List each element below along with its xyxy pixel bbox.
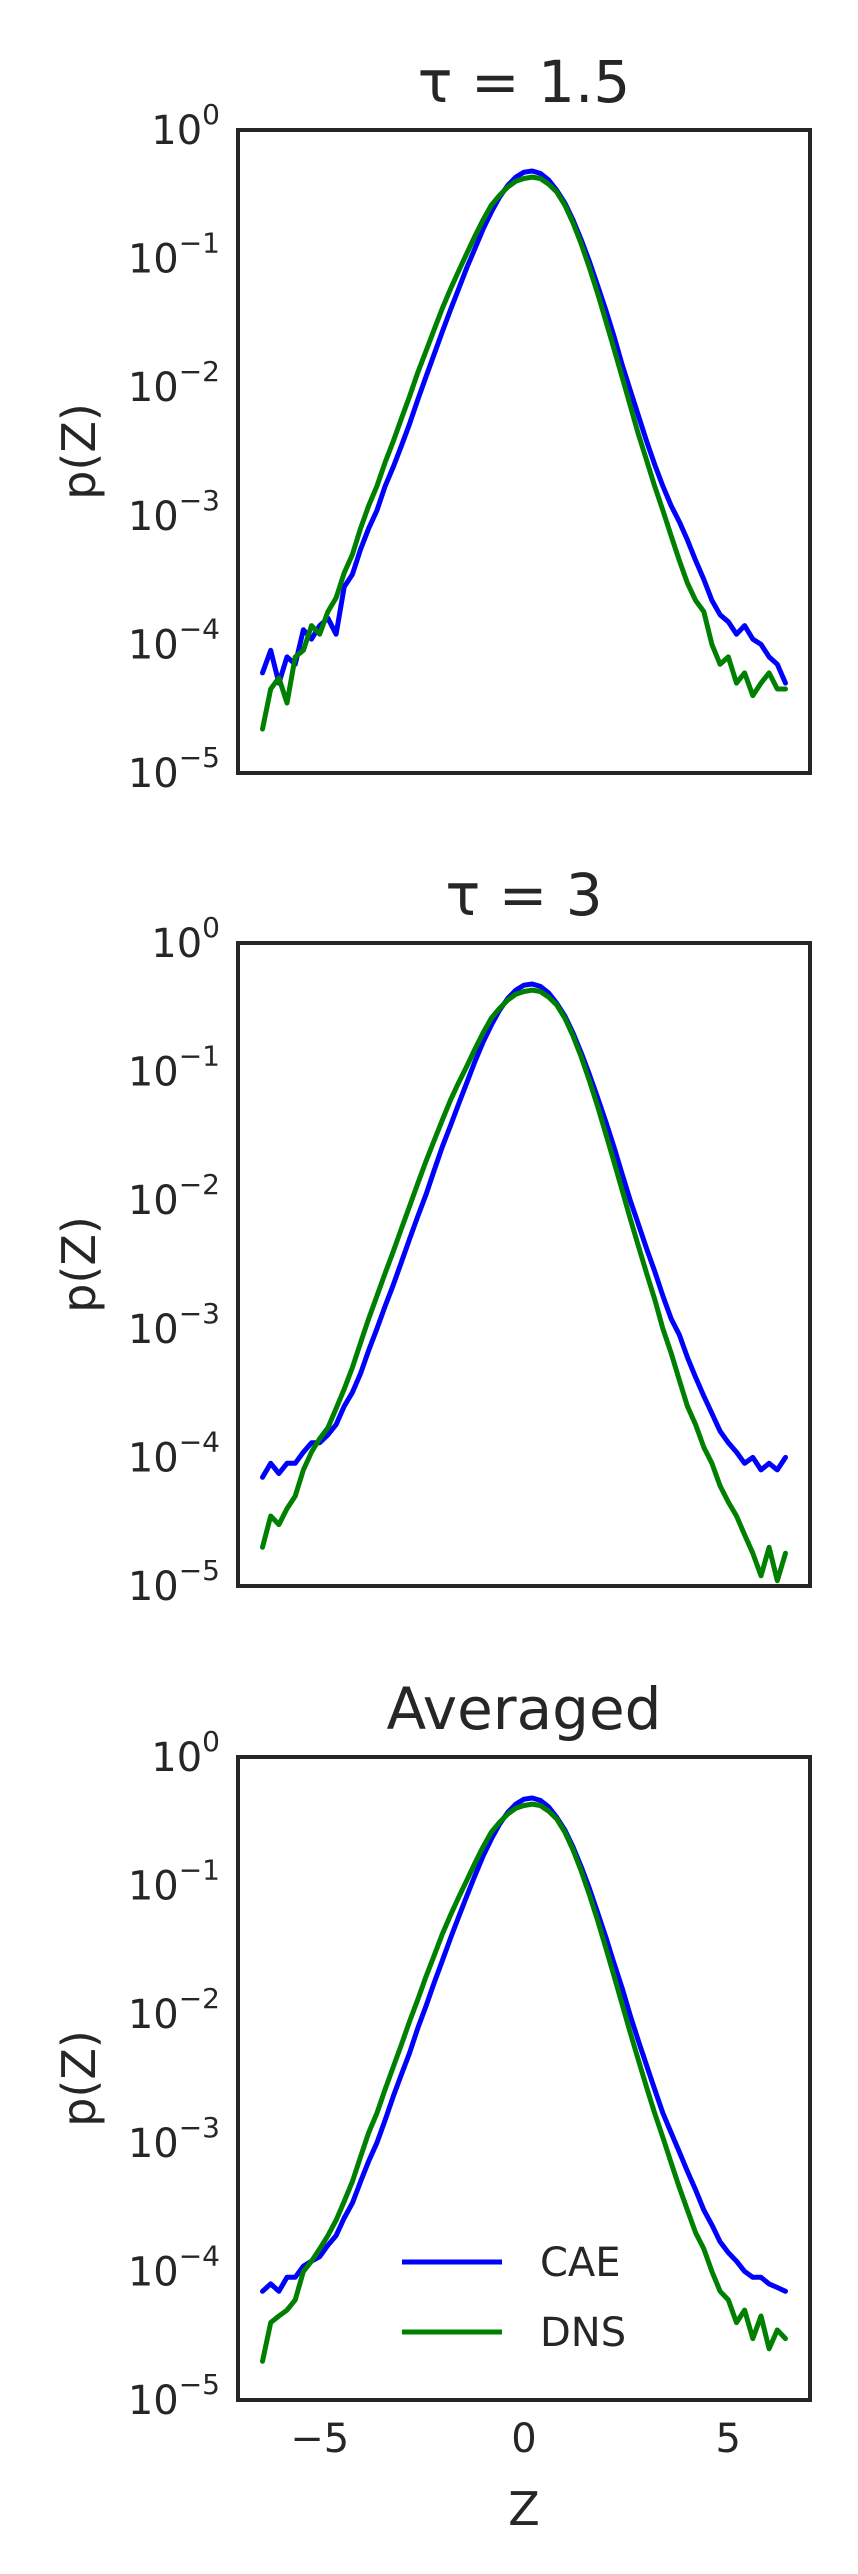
y-tick-label: 100 <box>151 98 220 154</box>
panel-2: τ = 3 100 10−1 10−2 10−3 10−4 10−5 p(Z) <box>52 861 812 1610</box>
plot-frame <box>236 128 812 775</box>
x-tick-label: 5 <box>716 2416 741 2462</box>
x-tick-label: 0 <box>511 2416 536 2462</box>
legend-label-cae: CAE <box>540 2240 621 2286</box>
x-axis-label: Z <box>508 2482 540 2536</box>
legend: CAE DNS <box>402 2240 626 2356</box>
y-axis-label: p(Z) <box>52 2030 106 2127</box>
y-tick-label: 100 <box>151 911 220 967</box>
y-tick-label: 10−3 <box>128 1297 220 1353</box>
y-tick-label: 10−1 <box>128 227 220 283</box>
series-line-cae <box>260 1795 788 2294</box>
y-tick-label: 10−1 <box>128 1040 220 1096</box>
y-tick-label: 10−5 <box>128 741 220 797</box>
series-line-cae <box>260 168 788 686</box>
y-tick-label: 10−2 <box>128 1982 220 2038</box>
chart-title: Averaged <box>387 1675 662 1743</box>
panel-3: Averaged 100 10−1 10−2 10−3 10−4 10−5 p(Z) −5 0 5 Z… <box>52 1675 812 2536</box>
series-line-dns <box>260 1801 788 2364</box>
x-tick-label: −5 <box>290 2416 349 2462</box>
y-tick-label: 100 <box>151 1725 220 1781</box>
series-line-dns <box>260 174 788 732</box>
y-axis-label: p(Z) <box>52 1216 106 1313</box>
y-tick-label: 10−3 <box>128 484 220 540</box>
y-tick-label: 10−4 <box>128 2239 220 2295</box>
y-tick-label: 10−2 <box>128 355 220 411</box>
chart-title: τ = 3 <box>445 861 602 929</box>
y-tick-label: 10−3 <box>128 2111 220 2167</box>
legend-label-dns: DNS <box>540 2310 626 2356</box>
series-line-dns <box>260 987 788 1584</box>
y-tick-label: 10−1 <box>128 1854 220 1910</box>
y-tick-label: 10−4 <box>128 612 220 668</box>
y-tick-label: 10−4 <box>128 1425 220 1481</box>
plot-frame <box>236 941 812 1588</box>
chart-title: τ = 1.5 <box>418 48 631 116</box>
y-tick-label: 10−5 <box>128 1554 220 1610</box>
panel-1: τ = 1.5 100 10−1 10−2 10−3 10−4 10−5 p(Z) <box>52 48 812 797</box>
series-line-cae <box>260 981 788 1480</box>
y-tick-label: 10−5 <box>128 2368 220 2424</box>
y-axis-label: p(Z) <box>52 403 106 500</box>
y-tick-label: 10−2 <box>128 1168 220 1224</box>
plot-frame <box>236 1755 812 2402</box>
